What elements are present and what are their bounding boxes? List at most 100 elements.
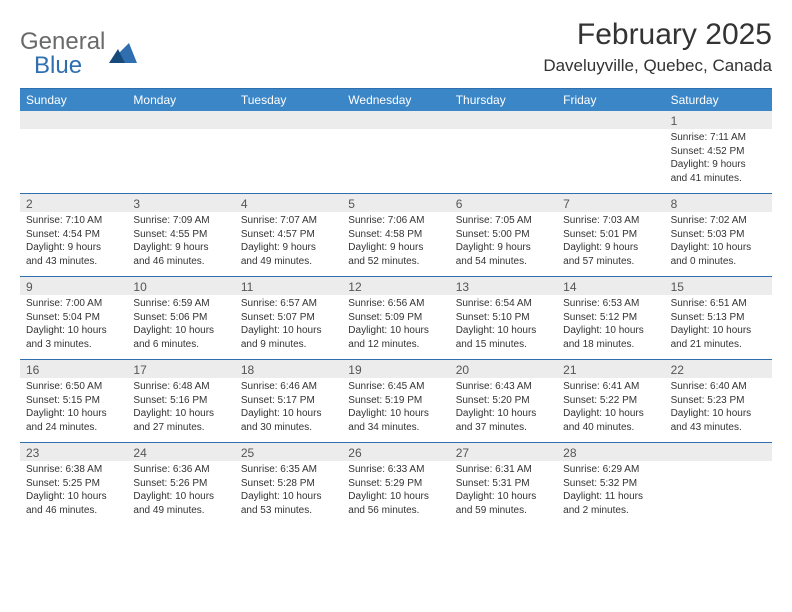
calendar-cell: 22Sunrise: 6:40 AMSunset: 5:23 PMDayligh… bbox=[665, 360, 772, 442]
cell-line: and 15 minutes. bbox=[456, 338, 551, 352]
cell-line: Daylight: 9 hours bbox=[26, 241, 121, 255]
cell-body: Sunrise: 6:36 AMSunset: 5:26 PMDaylight:… bbox=[127, 461, 234, 521]
calendar-cell: 19Sunrise: 6:45 AMSunset: 5:19 PMDayligh… bbox=[342, 360, 449, 442]
calendar-cell: 3Sunrise: 7:09 AMSunset: 4:55 PMDaylight… bbox=[127, 194, 234, 276]
cell-line: Sunset: 5:28 PM bbox=[241, 477, 336, 491]
cell-line: and 52 minutes. bbox=[348, 255, 443, 269]
cell-line: and 54 minutes. bbox=[456, 255, 551, 269]
cell-line: Sunset: 5:12 PM bbox=[563, 311, 658, 325]
cell-line: Sunrise: 6:29 AM bbox=[563, 463, 658, 477]
cell-line: and 9 minutes. bbox=[241, 338, 336, 352]
cell-body bbox=[127, 129, 234, 135]
calendar-cell bbox=[20, 111, 127, 193]
day-number: 3 bbox=[127, 194, 234, 212]
cell-line: Sunset: 5:31 PM bbox=[456, 477, 551, 491]
dayname-sun: Sunday bbox=[20, 89, 127, 111]
cell-body bbox=[342, 129, 449, 135]
cell-line: and 6 minutes. bbox=[133, 338, 228, 352]
cell-line: Daylight: 10 hours bbox=[671, 241, 766, 255]
cell-body: Sunrise: 7:10 AMSunset: 4:54 PMDaylight:… bbox=[20, 212, 127, 272]
cell-line: Sunrise: 6:53 AM bbox=[563, 297, 658, 311]
cell-line: Sunrise: 6:38 AM bbox=[26, 463, 121, 477]
day-number: 10 bbox=[127, 277, 234, 295]
cell-body: Sunrise: 6:35 AMSunset: 5:28 PMDaylight:… bbox=[235, 461, 342, 521]
brand-mark-icon bbox=[109, 41, 137, 68]
cell-line: and 30 minutes. bbox=[241, 421, 336, 435]
day-number: 4 bbox=[235, 194, 342, 212]
calendar-cell: 25Sunrise: 6:35 AMSunset: 5:28 PMDayligh… bbox=[235, 443, 342, 525]
day-number: 12 bbox=[342, 277, 449, 295]
cell-line: and 53 minutes. bbox=[241, 504, 336, 518]
cell-body: Sunrise: 7:02 AMSunset: 5:03 PMDaylight:… bbox=[665, 212, 772, 272]
cell-line: and 59 minutes. bbox=[456, 504, 551, 518]
dayname-tue: Tuesday bbox=[235, 89, 342, 111]
day-number: 14 bbox=[557, 277, 664, 295]
day-number: 17 bbox=[127, 360, 234, 378]
cell-line: Sunrise: 7:05 AM bbox=[456, 214, 551, 228]
cell-body bbox=[557, 129, 664, 135]
cell-line: Daylight: 10 hours bbox=[26, 407, 121, 421]
calendar-cell: 21Sunrise: 6:41 AMSunset: 5:22 PMDayligh… bbox=[557, 360, 664, 442]
cell-line: Sunrise: 6:40 AM bbox=[671, 380, 766, 394]
day-number bbox=[127, 111, 234, 129]
dayname-sat: Saturday bbox=[665, 89, 772, 111]
calendar-cell: 9Sunrise: 7:00 AMSunset: 5:04 PMDaylight… bbox=[20, 277, 127, 359]
cell-line: and 12 minutes. bbox=[348, 338, 443, 352]
calendar-cell bbox=[235, 111, 342, 193]
cell-body bbox=[665, 461, 772, 467]
calendar-cell: 20Sunrise: 6:43 AMSunset: 5:20 PMDayligh… bbox=[450, 360, 557, 442]
cell-line: Daylight: 10 hours bbox=[348, 407, 443, 421]
day-number: 11 bbox=[235, 277, 342, 295]
cell-line: and 24 minutes. bbox=[26, 421, 121, 435]
calendar-cell bbox=[557, 111, 664, 193]
cell-line: Daylight: 11 hours bbox=[563, 490, 658, 504]
cell-line: Daylight: 10 hours bbox=[133, 490, 228, 504]
cell-line: Sunset: 5:15 PM bbox=[26, 394, 121, 408]
cell-line: Daylight: 9 hours bbox=[241, 241, 336, 255]
cell-line: Sunrise: 6:35 AM bbox=[241, 463, 336, 477]
calendar-cell: 24Sunrise: 6:36 AMSunset: 5:26 PMDayligh… bbox=[127, 443, 234, 525]
day-number: 19 bbox=[342, 360, 449, 378]
day-number: 5 bbox=[342, 194, 449, 212]
calendar-cell: 4Sunrise: 7:07 AMSunset: 4:57 PMDaylight… bbox=[235, 194, 342, 276]
cell-body bbox=[450, 129, 557, 135]
header: General Blue February 2025 Daveluyville,… bbox=[20, 18, 772, 80]
cell-body bbox=[235, 129, 342, 135]
cell-body bbox=[20, 129, 127, 135]
cell-line: and 46 minutes. bbox=[26, 504, 121, 518]
cell-line: Daylight: 10 hours bbox=[348, 324, 443, 338]
cell-body: Sunrise: 6:33 AMSunset: 5:29 PMDaylight:… bbox=[342, 461, 449, 521]
cell-line: Sunrise: 6:56 AM bbox=[348, 297, 443, 311]
cell-line: and 49 minutes. bbox=[241, 255, 336, 269]
cell-line: Sunset: 4:57 PM bbox=[241, 228, 336, 242]
brand-logo: General Blue bbox=[20, 18, 137, 80]
cell-body: Sunrise: 6:57 AMSunset: 5:07 PMDaylight:… bbox=[235, 295, 342, 355]
cell-body: Sunrise: 7:07 AMSunset: 4:57 PMDaylight:… bbox=[235, 212, 342, 272]
cell-line: Daylight: 9 hours bbox=[671, 158, 766, 172]
cell-line: and 18 minutes. bbox=[563, 338, 658, 352]
cell-line: Daylight: 10 hours bbox=[133, 407, 228, 421]
cell-body: Sunrise: 7:06 AMSunset: 4:58 PMDaylight:… bbox=[342, 212, 449, 272]
cell-line: and 57 minutes. bbox=[563, 255, 658, 269]
day-number: 24 bbox=[127, 443, 234, 461]
calendar-cell: 18Sunrise: 6:46 AMSunset: 5:17 PMDayligh… bbox=[235, 360, 342, 442]
cell-line: and 3 minutes. bbox=[26, 338, 121, 352]
cell-line: Sunset: 5:29 PM bbox=[348, 477, 443, 491]
day-number: 16 bbox=[20, 360, 127, 378]
cell-body: Sunrise: 7:00 AMSunset: 5:04 PMDaylight:… bbox=[20, 295, 127, 355]
day-number: 23 bbox=[20, 443, 127, 461]
day-number: 21 bbox=[557, 360, 664, 378]
cell-body: Sunrise: 6:46 AMSunset: 5:17 PMDaylight:… bbox=[235, 378, 342, 438]
calendar-cell: 5Sunrise: 7:06 AMSunset: 4:58 PMDaylight… bbox=[342, 194, 449, 276]
day-number: 18 bbox=[235, 360, 342, 378]
cell-body: Sunrise: 6:50 AMSunset: 5:15 PMDaylight:… bbox=[20, 378, 127, 438]
cell-line: Sunrise: 6:43 AM bbox=[456, 380, 551, 394]
calendar-cell: 6Sunrise: 7:05 AMSunset: 5:00 PMDaylight… bbox=[450, 194, 557, 276]
cell-line: and 34 minutes. bbox=[348, 421, 443, 435]
day-number bbox=[20, 111, 127, 129]
cell-line: Daylight: 9 hours bbox=[348, 241, 443, 255]
cell-line: Sunset: 4:52 PM bbox=[671, 145, 766, 159]
cell-line: Daylight: 10 hours bbox=[133, 324, 228, 338]
cell-line: Daylight: 10 hours bbox=[456, 490, 551, 504]
calendar-cell: 26Sunrise: 6:33 AMSunset: 5:29 PMDayligh… bbox=[342, 443, 449, 525]
